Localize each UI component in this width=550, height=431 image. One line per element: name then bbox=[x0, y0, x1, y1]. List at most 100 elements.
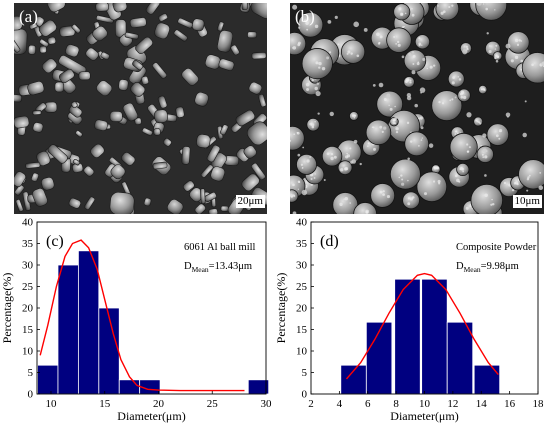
sem-surface-speck bbox=[484, 193, 488, 198]
y-tick-label: 5 bbox=[302, 367, 308, 379]
sem-surface-speck bbox=[339, 202, 343, 207]
histogram-bar bbox=[446, 321, 474, 395]
x-tick-label: 25 bbox=[207, 398, 219, 410]
sem-particle bbox=[321, 145, 343, 167]
particles-a bbox=[14, 3, 267, 214]
y-tick-label: 35 bbox=[22, 238, 34, 250]
sem-surface-speck bbox=[315, 61, 319, 65]
x-tick-label: 30 bbox=[261, 398, 273, 410]
sem-particle bbox=[32, 188, 48, 207]
x-tick-label: 6 bbox=[365, 398, 371, 410]
sem-surface-speck bbox=[395, 127, 399, 131]
sem-surface-speck bbox=[418, 44, 421, 47]
particles-b bbox=[290, 3, 544, 214]
panel-letter-b: (b) bbox=[295, 7, 315, 26]
sem-particle bbox=[41, 58, 58, 74]
sem-particle bbox=[58, 68, 75, 84]
sem-particle bbox=[124, 31, 139, 40]
sem-surface-speck bbox=[340, 168, 344, 172]
sem-particle bbox=[90, 143, 105, 158]
sem-surface-speck bbox=[346, 52, 349, 55]
scale-bar-a: 20μm bbox=[235, 195, 265, 208]
sem-particle bbox=[72, 158, 81, 166]
y-tick-label: 30 bbox=[296, 260, 308, 272]
sem-particle bbox=[109, 191, 135, 214]
sem-particle bbox=[177, 17, 193, 29]
sem-particle bbox=[154, 109, 168, 124]
sem-particle bbox=[435, 3, 460, 21]
sem-surface-speck bbox=[400, 174, 403, 177]
x-axis-label: Diameter(μm) bbox=[117, 409, 185, 423]
sem-fine-particle bbox=[386, 93, 391, 98]
sem-surface-speck bbox=[485, 7, 489, 11]
sem-surface-speck bbox=[406, 121, 410, 125]
sem-particle bbox=[449, 132, 478, 162]
sem-surface-speck bbox=[462, 170, 464, 173]
x-tick-label: 14 bbox=[476, 398, 488, 410]
sem-particle bbox=[241, 3, 248, 11]
sem-surface-speck bbox=[452, 76, 455, 79]
sem-particle bbox=[39, 38, 49, 48]
sem-surface-speck bbox=[392, 121, 395, 125]
sem-surface-speck bbox=[347, 50, 351, 54]
sem-particle bbox=[95, 15, 114, 24]
sem-surface-speck bbox=[465, 45, 468, 48]
sem-surface-speck bbox=[418, 37, 421, 40]
sem-surface-speck bbox=[466, 143, 469, 146]
sem-surface-speck bbox=[297, 41, 301, 45]
legend-sample-name: Composite Powder bbox=[456, 242, 537, 253]
sem-surface-speck bbox=[314, 121, 316, 123]
sem-fine-particle bbox=[420, 91, 422, 94]
sem-surface-speck bbox=[437, 179, 441, 183]
sem-surface-speck bbox=[393, 35, 396, 38]
x-tick-label: 10 bbox=[419, 398, 431, 410]
sem-particle bbox=[154, 22, 170, 40]
sem-surface-speck bbox=[435, 166, 439, 170]
sem-surface-speck bbox=[330, 156, 334, 161]
sem-fine-particle bbox=[301, 189, 308, 196]
sem-surface-speck bbox=[482, 87, 486, 91]
sem-fine-particle bbox=[292, 4, 298, 10]
y-tick-label: 0 bbox=[28, 389, 34, 401]
sem-fine-particle bbox=[353, 21, 359, 28]
sem-surface-speck bbox=[409, 79, 412, 82]
sem-surface-speck bbox=[418, 145, 420, 147]
sem-particle bbox=[153, 128, 161, 136]
sem-fine-particle bbox=[334, 15, 338, 19]
fit-curve bbox=[39, 239, 245, 392]
histogram-bar bbox=[365, 321, 393, 395]
sem-surface-speck bbox=[484, 155, 488, 159]
sem-particle bbox=[75, 130, 83, 138]
sem-surface-speck bbox=[432, 64, 436, 67]
sem-particle bbox=[166, 199, 184, 214]
histogram-bar bbox=[473, 364, 501, 395]
sem-surface-speck bbox=[314, 24, 319, 29]
y-tick-label: 0 bbox=[302, 389, 308, 401]
sem-surface-speck bbox=[407, 179, 409, 182]
legend-sample-name: 6061 Al ball mill bbox=[184, 242, 256, 253]
sem-particle bbox=[365, 119, 392, 146]
sem-surface-speck bbox=[451, 98, 454, 101]
sem-surface-speck bbox=[330, 152, 334, 156]
sem-surface-speck bbox=[459, 92, 463, 96]
sem-particle bbox=[216, 21, 225, 32]
sem-particle bbox=[173, 29, 188, 42]
sem-particle bbox=[152, 62, 167, 79]
sem-surface-speck bbox=[457, 76, 459, 78]
sem-surface-speck bbox=[411, 13, 415, 17]
sem-particle bbox=[200, 164, 214, 178]
sem-surface-speck bbox=[356, 54, 360, 58]
sem-surface-speck bbox=[526, 178, 530, 181]
sem-surface-speck bbox=[290, 195, 293, 198]
sem-surface-speck bbox=[491, 202, 495, 206]
x-tick-label: 4 bbox=[337, 398, 343, 410]
sem-surface-speck bbox=[306, 88, 310, 92]
sem-particle bbox=[96, 80, 113, 97]
sem-surface-speck bbox=[420, 139, 423, 141]
sem-surface-speck bbox=[344, 196, 349, 201]
sem-fine-particle bbox=[422, 57, 426, 61]
sem-surface-speck bbox=[476, 121, 479, 123]
sem-particle bbox=[14, 39, 21, 53]
x-tick-label: 20 bbox=[153, 398, 165, 410]
sem-surface-speck bbox=[297, 188, 300, 190]
